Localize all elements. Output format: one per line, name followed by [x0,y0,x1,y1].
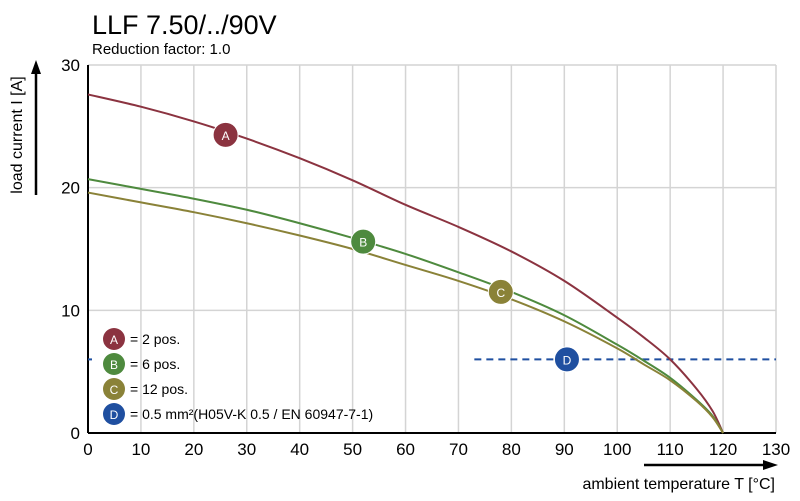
legend-item-C: C = 12 pos. [103,378,188,400]
legend-letter-D: D [110,408,119,422]
marker-B-letter: B [359,236,367,250]
marker-B-circle [350,228,377,255]
y-tick-label: 20 [61,179,80,198]
x-tick-label: 80 [502,440,521,459]
x-tick-label: 110 [657,440,684,459]
legend-item-A: A = 2 pos. [103,328,180,350]
x-tick-labels: 0 10 20 30 40 50 60 70 80 90 100 110 120 130 [83,440,790,459]
x-axis-label: ambient temperature T [°C] [582,476,775,493]
legend-swatch-D [103,403,125,425]
y-tick-label: 0 [71,424,80,443]
y-tick-labels: 0 10 20 30 [61,56,80,443]
legend: A = 2 pos. B = 6 pos. C = 12 pos. D = 0.5 mm²(H… [103,328,373,425]
y-axis-label: load current I [A] [9,76,26,193]
legend-label-B: = 6 pos. [130,356,180,372]
x-tick-label: 120 [709,440,737,459]
series-line-C [87,191,724,434]
legend-swatch-C [103,378,125,400]
x-tick-label: 50 [343,440,362,459]
marker-group: A B C D [212,121,580,373]
series-line-B [87,178,724,434]
x-arrow-head [763,460,778,470]
x-tick-label: 90 [555,440,574,459]
legend-letter-B: B [110,358,118,372]
legend-letter-C: C [110,383,119,397]
x-tick-label: 10 [131,440,150,459]
marker-A-circle [212,121,239,148]
marker-C-letter: C [496,286,505,300]
legend-label-C: = 12 pos. [130,381,188,397]
marker-D-circle [553,346,580,373]
x-tick-label: 20 [184,440,203,459]
y-tick-label: 10 [61,301,80,320]
marker-A-letter: A [222,129,230,143]
legend-swatch-B [103,353,125,375]
x-tick-label: 60 [396,440,415,459]
legend-letter-A: A [110,333,118,347]
x-tick-label: 70 [449,440,468,459]
axes [31,60,778,470]
y-tick-label: 30 [61,56,80,75]
y-arrow-head [31,60,41,74]
chart-subtitle: Reduction factor: 1.0 [92,41,230,58]
x-tick-label: 30 [237,440,256,459]
legend-item-B: B = 6 pos. [103,353,180,375]
x-tick-label: 0 [83,440,92,459]
chart-title: LLF 7.50/../90V [92,10,277,40]
grid [87,64,777,434]
legend-item-D: D = 0.5 mm²(H05V-K 0.5 / EN 60947-7-1) [103,403,373,425]
legend-label-A: = 2 pos. [130,331,180,347]
x-tick-label: 40 [290,440,309,459]
legend-swatch-A [103,328,125,350]
x-tick-label: 100 [603,440,631,459]
marker-D-letter: D [563,353,572,367]
legend-label-D: = 0.5 mm²(H05V-K 0.5 / EN 60947-7-1) [130,406,373,422]
marker-C-circle [487,278,514,305]
x-tick-label: 130 [762,440,790,459]
